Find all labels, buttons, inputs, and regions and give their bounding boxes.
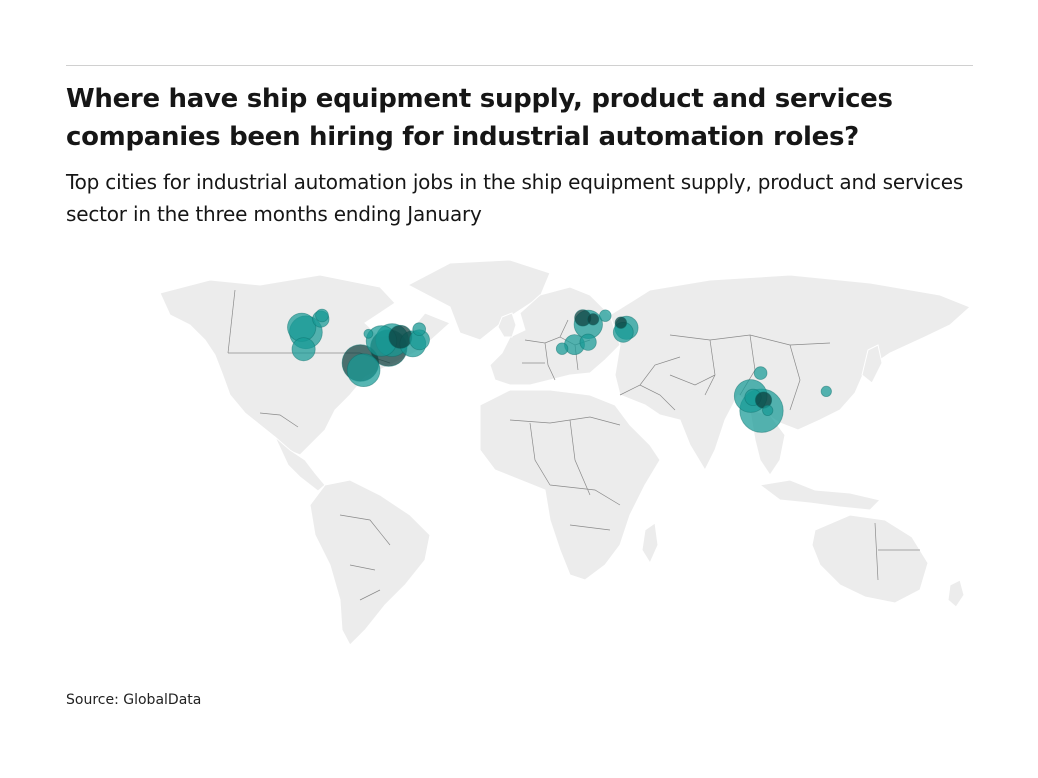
chart-subtitle: Top cities for industrial automation job… [66,170,964,226]
city-bubble [599,309,612,322]
chart-title: Where have ship equipment supply, produc… [66,84,893,152]
city-bubble [753,366,768,380]
world-map [159,259,971,646]
borders-south-america [339,514,391,601]
city-bubble [346,353,381,387]
city-bubble [287,312,317,342]
city-bubble [412,322,427,336]
land-indonesia [758,479,881,511]
land-greenland [406,259,551,341]
city-bubble [614,316,628,329]
land-south-america [309,479,431,646]
land-japan [861,344,883,384]
city-bubble [555,342,569,355]
land-madagascar [641,522,659,565]
city-bubble [363,328,374,339]
border-us-mexico [259,412,299,428]
city-bubble [586,313,600,326]
city-bubble [579,333,597,351]
borders-europe [522,319,591,381]
city-bubble [820,385,832,397]
land-asia [609,274,971,472]
top-divider [66,65,973,66]
land-africa [479,389,661,581]
bubble-layer [287,308,832,433]
borders-middle-east [619,356,681,411]
land-new-zealand [947,579,965,608]
land-layer [159,259,971,646]
land-australia [811,514,929,604]
city-bubble [762,404,774,416]
city-bubble [291,337,316,362]
source-note: Source: GlobalData [66,692,202,708]
city-bubble [315,308,329,323]
borders-australia [874,522,920,581]
land-uk [497,312,517,338]
borders-africa [509,416,621,531]
city-bubble [388,324,413,349]
land-north-america [159,274,451,456]
border-canada-alaska [227,289,236,354]
